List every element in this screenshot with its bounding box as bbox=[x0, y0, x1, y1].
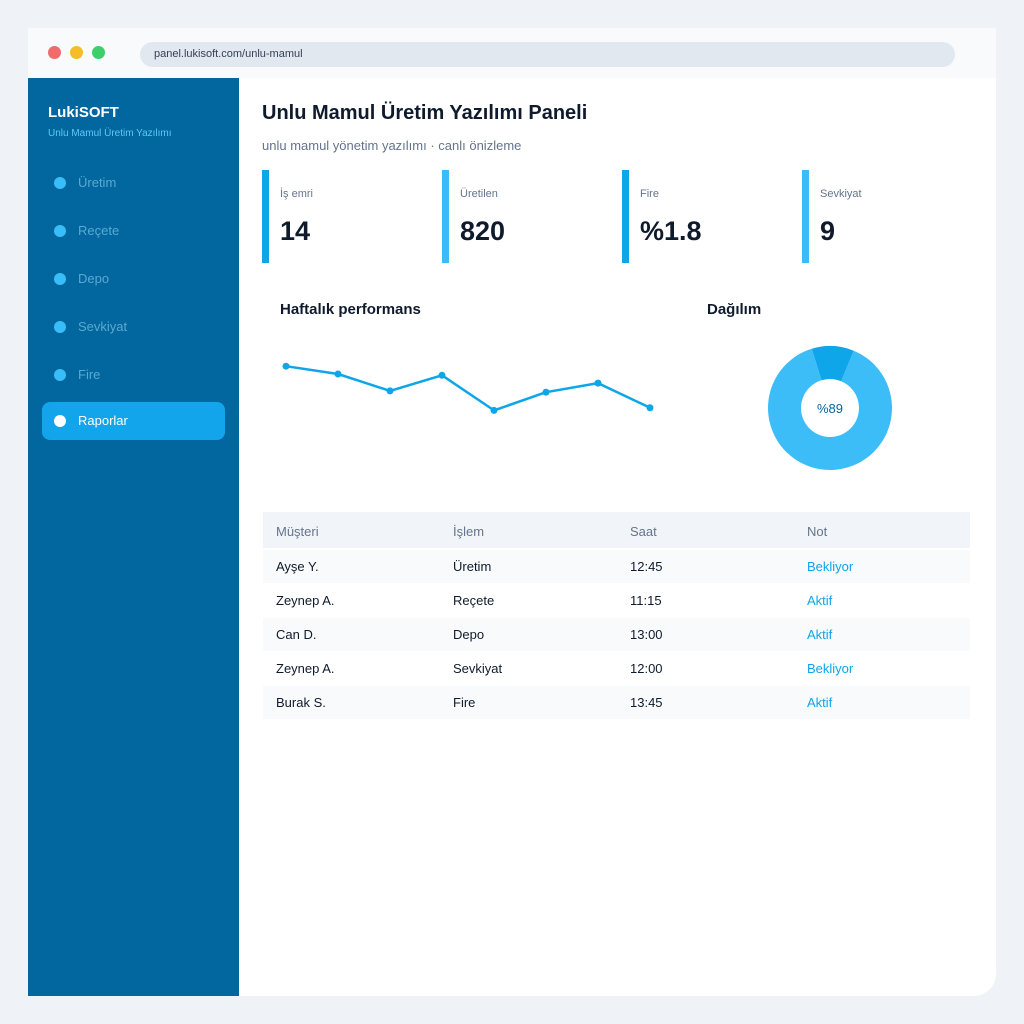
table-row[interactable]: Can D. Depo 13:00 Aktif bbox=[263, 618, 970, 651]
brand-name: LukiSOFT bbox=[48, 104, 119, 121]
address-bar[interactable]: panel.lukisoft.com/unlu-mamul bbox=[140, 42, 955, 67]
pie-slice bbox=[811, 346, 854, 382]
cell-time: 12:45 bbox=[630, 559, 663, 574]
column-header-musteri[interactable]: Müşteri bbox=[276, 524, 319, 539]
kpi-card-fire: Fire %1.8 bbox=[622, 170, 792, 263]
cell-operation: Sevkiyat bbox=[453, 661, 503, 676]
sidebar-item-depo[interactable]: Depo bbox=[42, 260, 225, 298]
cell-time: 12:00 bbox=[630, 661, 663, 676]
kpi-value: %1.8 bbox=[640, 216, 702, 246]
close-window-button[interactable] bbox=[48, 46, 61, 59]
donut-center-label: %89 bbox=[817, 401, 843, 416]
activity-table: Müşteri İşlem Saat Not Ayşe Y. Üretim 12… bbox=[263, 512, 972, 720]
table-row[interactable]: Zeynep A. Reçete 11:15 Aktif bbox=[263, 584, 970, 617]
pie-slice bbox=[768, 348, 892, 470]
sidebar-item-recete[interactable]: Reçete bbox=[42, 212, 225, 250]
nav-bullet-icon bbox=[54, 321, 66, 333]
cell-status: Aktif bbox=[807, 627, 833, 642]
cell-status: Bekliyor bbox=[807, 559, 854, 574]
nav-bullet-icon bbox=[54, 273, 66, 285]
sidebar-item-raporlar[interactable]: Raporlar bbox=[42, 402, 225, 440]
performance-line-chart bbox=[282, 362, 654, 414]
kpi-value: 14 bbox=[280, 216, 311, 246]
page-title: Unlu Mamul Üretim Yazılımı Paneli bbox=[262, 102, 588, 124]
brand-subtitle: Unlu Mamul Üretim Yazılımı bbox=[48, 128, 172, 139]
data-point bbox=[334, 370, 342, 378]
sidebar-item-label: Üretim bbox=[78, 175, 117, 190]
distribution-donut-chart: %89 bbox=[768, 346, 892, 470]
cell-operation: Depo bbox=[453, 627, 485, 642]
kpi-value: 820 bbox=[460, 216, 506, 246]
data-point bbox=[386, 387, 394, 395]
kpi-label: Fire bbox=[640, 188, 659, 200]
sidebar-item-sevkiyat[interactable]: Sevkiyat bbox=[42, 308, 225, 346]
cell-customer: Burak S. bbox=[276, 695, 326, 710]
kpi-label: Sevkiyat bbox=[820, 188, 862, 200]
column-header-not[interactable]: Not bbox=[807, 524, 828, 539]
sidebar-item-label: Fire bbox=[78, 367, 101, 382]
cell-customer: Zeynep A. bbox=[276, 593, 335, 608]
cell-customer: Ayşe Y. bbox=[276, 559, 319, 574]
sidebar-item-label: Raporlar bbox=[78, 413, 128, 428]
nav-bullet-icon bbox=[54, 225, 66, 237]
kpi-card-uretilen: Üretilen 820 bbox=[442, 170, 612, 263]
cell-operation: Fire bbox=[453, 695, 476, 710]
cell-operation: Reçete bbox=[453, 593, 495, 608]
browser-window: panel.lukisoft.com/unlu-mamul LukiSOFT U… bbox=[28, 28, 996, 996]
table-row[interactable]: Burak S. Fire 13:45 Aktif bbox=[263, 686, 970, 719]
kpi-label: İş emri bbox=[280, 188, 313, 200]
table-row[interactable]: Zeynep A. Sevkiyat 12:00 Bekliyor bbox=[263, 652, 970, 685]
browser-titlebar: panel.lukisoft.com/unlu-mamul bbox=[28, 28, 996, 78]
cell-time: 11:15 bbox=[630, 593, 662, 608]
sidebar-item-label: Reçete bbox=[78, 223, 120, 238]
performance-chart-title: Haftalık performans bbox=[280, 301, 421, 318]
data-point bbox=[490, 406, 498, 414]
cell-status: Aktif bbox=[807, 593, 833, 608]
sidebar: LukiSOFT Unlu Mamul Üretim Yazılımı Üret… bbox=[28, 78, 239, 996]
distribution-chart-title: Dağılım bbox=[707, 301, 762, 318]
sidebar-item-uretim[interactable]: Üretim bbox=[42, 164, 225, 202]
column-header-islem[interactable]: İşlem bbox=[453, 524, 485, 539]
data-point bbox=[542, 388, 550, 396]
cell-time: 13:00 bbox=[630, 627, 663, 642]
cell-customer: Can D. bbox=[276, 627, 317, 642]
nav-bullet-icon bbox=[54, 177, 66, 189]
sidebar-item-label: Depo bbox=[78, 271, 110, 286]
column-header-saat[interactable]: Saat bbox=[630, 524, 657, 539]
kpi-label: Üretilen bbox=[460, 188, 498, 200]
kpi-card-sevkiyat: Sevkiyat 9 bbox=[802, 170, 972, 263]
series-line bbox=[285, 364, 651, 412]
data-point bbox=[282, 362, 290, 370]
kpi-value: 9 bbox=[820, 216, 836, 246]
cell-operation: Üretim bbox=[453, 559, 492, 574]
page-subtitle: unlu mamul yönetim yazılımı · canlı öniz… bbox=[262, 138, 522, 153]
nav-bullet-icon bbox=[54, 415, 66, 427]
maximize-window-button[interactable] bbox=[92, 46, 105, 59]
minimize-window-button[interactable] bbox=[70, 46, 83, 59]
cell-customer: Zeynep A. bbox=[276, 661, 335, 676]
nav-bullet-icon bbox=[54, 369, 66, 381]
data-point bbox=[594, 379, 602, 387]
cell-status: Bekliyor bbox=[807, 661, 854, 676]
cell-status: Aktif bbox=[807, 695, 833, 710]
table-row[interactable]: Ayşe Y. Üretim 12:45 Bekliyor bbox=[263, 550, 970, 583]
data-point bbox=[438, 371, 446, 379]
kpi-card-is-emri: İş emri 14 bbox=[262, 170, 432, 263]
cell-time: 13:45 bbox=[630, 695, 663, 710]
sidebar-item-label: Sevkiyat bbox=[78, 319, 128, 334]
sidebar-item-fire[interactable]: Fire bbox=[42, 356, 225, 394]
data-point bbox=[646, 404, 654, 412]
table-header-row: Müşteri İşlem Saat Not bbox=[263, 512, 970, 548]
